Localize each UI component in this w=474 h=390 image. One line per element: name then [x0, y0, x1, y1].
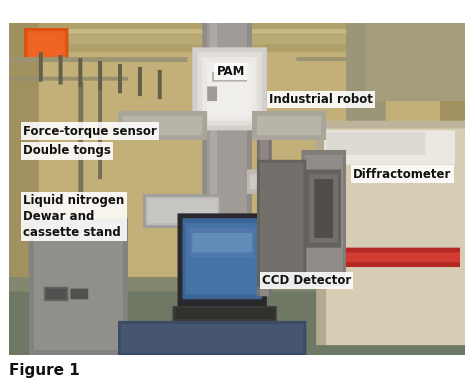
Text: Figure 1: Figure 1	[9, 363, 80, 378]
Text: Double tongs: Double tongs	[23, 144, 111, 158]
Text: Industrial robot: Industrial robot	[269, 93, 373, 106]
Text: CCD Detector: CCD Detector	[262, 274, 351, 287]
Text: PAM: PAM	[217, 65, 245, 78]
Text: Force-torque sensor: Force-torque sensor	[23, 124, 157, 138]
Text: Liquid nitrogen
Dewar and
cassette stand: Liquid nitrogen Dewar and cassette stand	[23, 194, 124, 239]
Text: Diffractometer: Diffractometer	[353, 168, 451, 181]
